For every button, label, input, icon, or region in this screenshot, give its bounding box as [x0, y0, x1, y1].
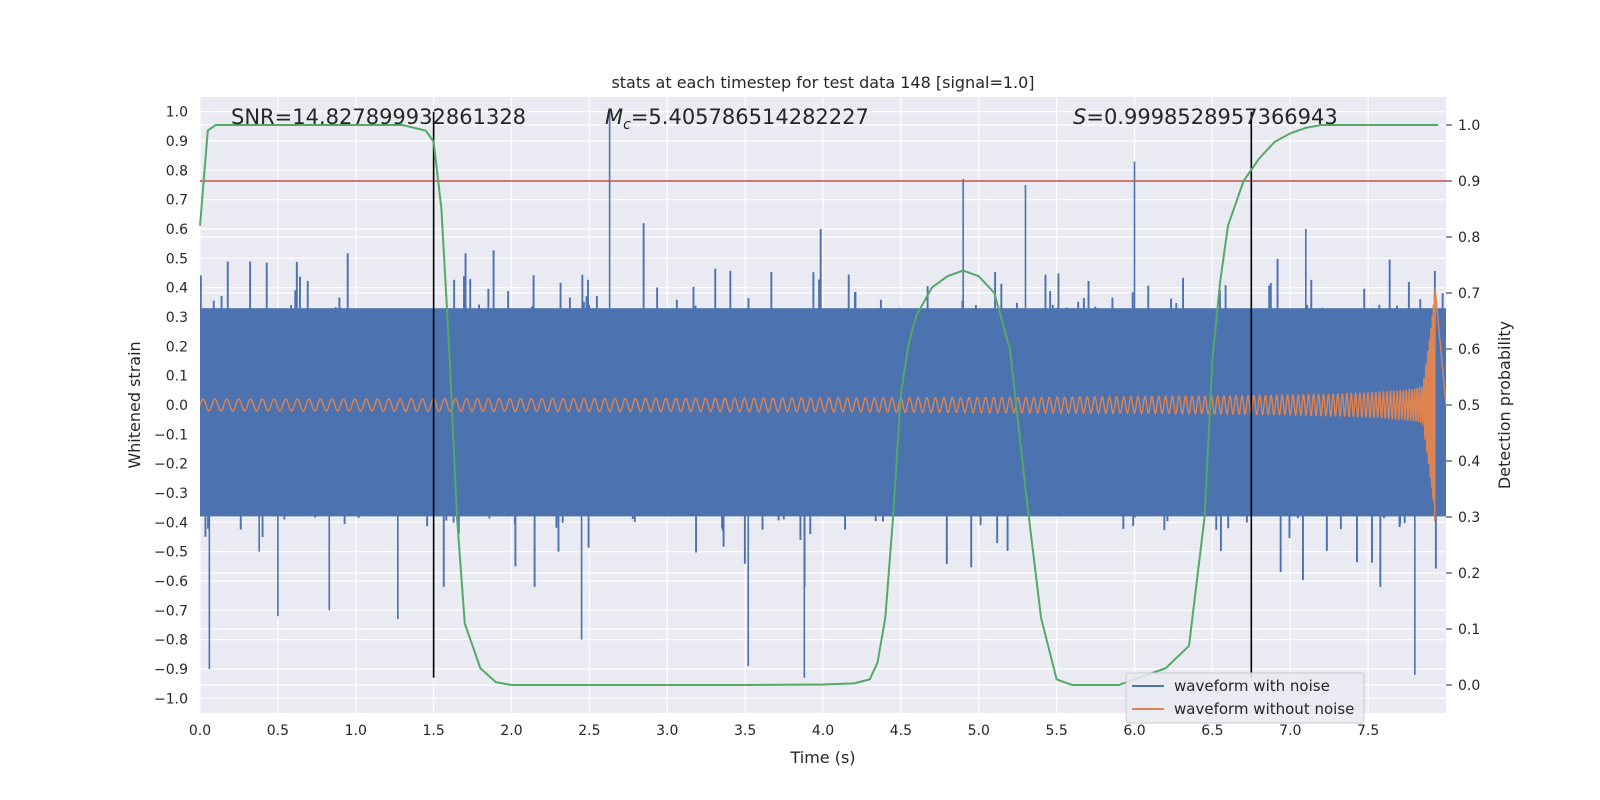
x-tick-label: 5.0: [968, 723, 990, 739]
y-tick-label: 0.4: [166, 281, 188, 297]
y2-tick-label: 0.9: [1458, 174, 1480, 190]
x-tick-label: 7.0: [1279, 723, 1301, 739]
y-tick-label: 0.5: [166, 251, 188, 267]
noise-trace: [200, 223, 1446, 587]
y-tick-label: −0.1: [154, 427, 188, 443]
x-tick-label: 7.5: [1357, 723, 1379, 739]
x-tick-label: 3.5: [734, 723, 756, 739]
y-tick-label: −0.5: [154, 545, 188, 561]
y-tick-label: −0.2: [154, 457, 188, 473]
x-tick-label: 1.5: [422, 723, 444, 739]
x-axis-ticks: 0.0 0.5 1.0 1.5 2.0 2.5 3.0 3.5 4.0 4.5 5.0 5.5 6.0 6…: [189, 723, 1379, 739]
y-tick-label: 0.9: [166, 134, 188, 150]
overlay-lines: [200, 111, 1446, 678]
y-tick-label: 0.8: [166, 163, 188, 179]
y-tick-label: −0.4: [154, 515, 188, 531]
y-tick-label: −0.3: [154, 486, 188, 502]
x-tick-label: 4.0: [812, 723, 834, 739]
x-axis-label: Time (s): [789, 748, 855, 767]
y-tick-label: −0.8: [154, 633, 188, 649]
y-tick-label: −1.0: [154, 691, 188, 707]
legend-label-clean: waveform without noise: [1174, 700, 1354, 718]
x-tick-label: 0.5: [267, 723, 289, 739]
score-annotation: S=0.9998528957366943: [1073, 105, 1338, 129]
y2-tick-label: 0.7: [1458, 286, 1480, 302]
clean-trace: [200, 287, 1446, 522]
y2-tick-label: 0.8: [1458, 230, 1480, 246]
x-tick-label: 0.0: [189, 723, 211, 739]
x-tick-label: 5.5: [1045, 723, 1067, 739]
y-tick-label: 0.2: [166, 339, 188, 355]
y2-axis-ticks: 1.0 0.9 0.8 0.7 0.6 0.5 0.4 0.3 0.2 0.1 0.0: [1446, 118, 1480, 694]
legend-label-noise: waveform with noise: [1174, 677, 1330, 695]
x-tick-label: 2.0: [500, 723, 522, 739]
series-waveform-without-noise: [200, 287, 1446, 522]
legend-box: [1125, 672, 1365, 724]
y-tick-label: 1.0: [166, 105, 188, 121]
y2-axis-label: Detection probability: [1495, 321, 1514, 489]
y-tick-label: 0.1: [166, 369, 188, 385]
y2-tick-label: 0.2: [1458, 566, 1480, 582]
legend: waveform with noise waveform without noi…: [1125, 672, 1365, 724]
y-tick-label: −0.9: [154, 662, 188, 678]
y2-tick-label: 0.0: [1458, 678, 1480, 694]
y-tick-label: 0.6: [166, 222, 188, 238]
y2-tick-label: 0.4: [1458, 454, 1480, 470]
y-tick-label: 0.7: [166, 193, 188, 209]
x-tick-label: 1.0: [345, 723, 367, 739]
x-tick-label: 4.5: [890, 723, 912, 739]
chirp-mass-annotation: Mc=5.405786514282227: [605, 105, 869, 133]
chart-title: stats at each timestep for test data 148…: [611, 73, 1034, 92]
y-tick-label: −0.7: [154, 603, 188, 619]
series-detection-probability: [199, 124, 1439, 686]
y2-tick-label: 0.6: [1458, 342, 1480, 358]
x-tick-label: 6.0: [1123, 723, 1145, 739]
x-tick-label: 6.5: [1201, 723, 1223, 739]
y2-tick-label: 0.1: [1458, 622, 1480, 638]
snr-annotation: SNR=14.827899932861328: [231, 105, 526, 129]
y2-tick-label: 0.5: [1458, 398, 1480, 414]
y-tick-label: −0.6: [154, 574, 188, 590]
x-tick-label: 3.0: [656, 723, 678, 739]
y2-tick-label: 1.0: [1458, 118, 1480, 134]
y-axis-ticks: 1.0 0.9 0.8 0.7 0.6 0.5 0.4 0.3 0.2 0.1 0.0 −0.1 −0.…: [154, 105, 188, 708]
y-axis-label: Whitened strain: [125, 341, 144, 468]
y-tick-label: 0.3: [166, 310, 188, 326]
x-tick-label: 2.5: [578, 723, 600, 739]
y2-tick-label: 0.3: [1458, 510, 1480, 526]
y-tick-label: 0.0: [166, 398, 188, 414]
probability-line: [199, 124, 1439, 686]
